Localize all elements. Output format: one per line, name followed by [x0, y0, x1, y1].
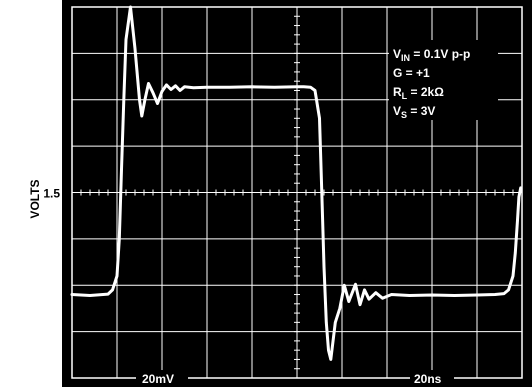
y-tick-label: 1.5	[43, 187, 60, 201]
y-axis-label: VOLTS	[28, 179, 42, 218]
legend-entry: VS = 3V	[393, 104, 435, 120]
x-scale-label-box	[410, 370, 454, 386]
legend-entry: G = +1	[393, 66, 430, 80]
x-scale-label: 20ns	[414, 372, 442, 386]
legend-entry: VIN = 0.1V p-p	[393, 47, 470, 63]
y-scale-label: 20mV	[142, 372, 174, 386]
legend: VIN = 0.1V p-p G = +1 RL = 2kΩ VS = 3V	[393, 47, 470, 120]
legend-box	[389, 40, 498, 120]
y-scale-label-box	[136, 370, 188, 386]
legend-entry: RL = 2kΩ	[393, 85, 444, 101]
y-tick-labels: 1.5	[43, 187, 60, 201]
signal-trace	[70, 5, 523, 361]
